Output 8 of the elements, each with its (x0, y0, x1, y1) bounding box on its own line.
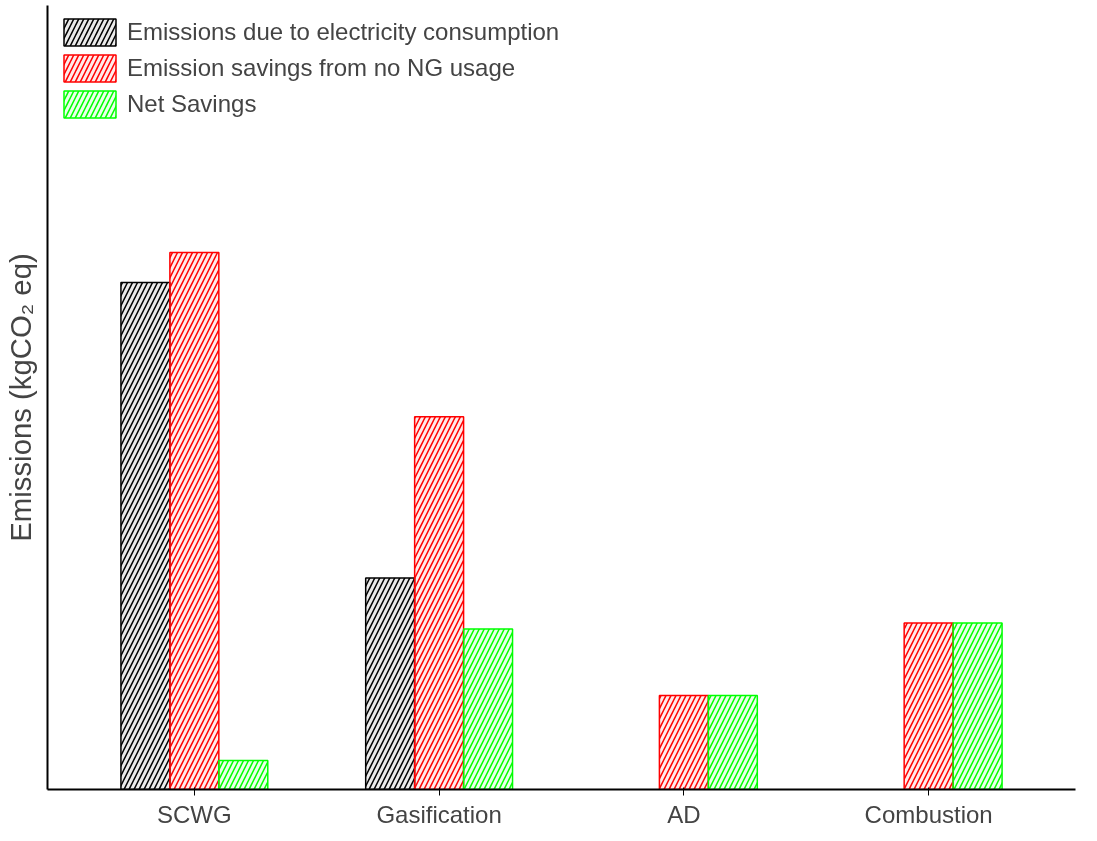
legend-label: Emission savings from no NG usage (127, 54, 516, 82)
x-tick-label: AD (667, 800, 701, 828)
legend-label: Emissions due to electricity consumption (127, 18, 560, 46)
x-tick-label: Combustion (864, 800, 993, 828)
y-axis-title: Emissions (kgCO₂ eq) (3, 253, 37, 542)
x-tick-label: Gasification (376, 800, 502, 828)
legend-label: Net Savings (127, 90, 257, 118)
x-tick-label: SCWG (157, 800, 232, 828)
